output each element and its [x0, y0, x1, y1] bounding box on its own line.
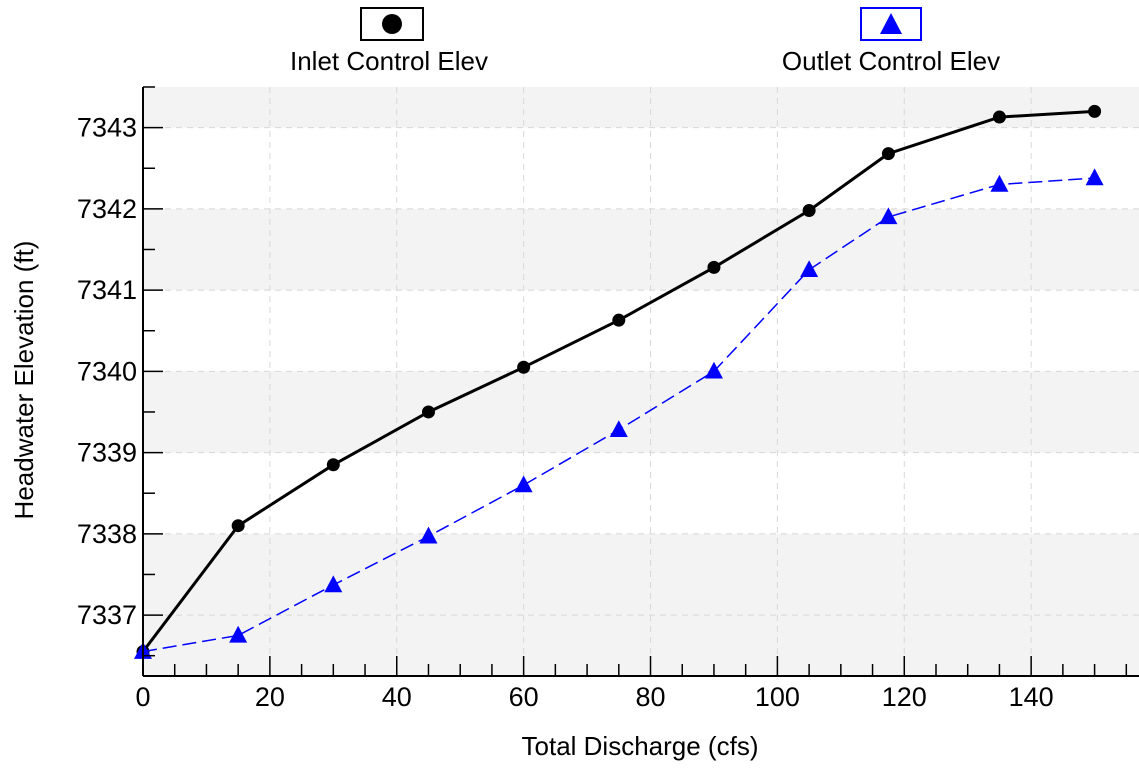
x-tick-label: 140 — [1009, 682, 1054, 712]
data-point — [1085, 168, 1104, 186]
series-0 — [136, 104, 1102, 659]
tick-marks — [142, 86, 1128, 676]
data-point — [609, 420, 628, 438]
plot-band — [143, 533, 1139, 616]
data-point — [612, 313, 626, 327]
x-tick-label: 100 — [755, 682, 800, 712]
plot-background — [143, 87, 1139, 676]
data-point — [514, 475, 533, 493]
data-point — [231, 519, 245, 533]
data-point — [517, 360, 531, 374]
data-point — [802, 203, 816, 217]
plot-band — [143, 87, 1139, 128]
plot-band — [143, 371, 1139, 453]
data-point — [324, 575, 343, 593]
data-point — [707, 260, 721, 274]
x-tick-label: 0 — [135, 682, 150, 712]
y-tick-label: 7338 — [77, 519, 137, 549]
legend-label-outlet: Outlet Control Elev — [782, 46, 1000, 76]
data-point — [326, 458, 340, 472]
data-point — [421, 405, 435, 419]
legend-item-outlet: Outlet Control Elev — [782, 7, 1000, 76]
data-point — [229, 625, 248, 643]
y-tick-label: 7342 — [77, 194, 137, 224]
data-point — [419, 526, 438, 544]
data-point — [800, 260, 819, 277]
data-point — [1088, 104, 1102, 118]
x-tick-label: 40 — [382, 682, 412, 712]
y-tick-labels: 7337 7338 7339 7340 7341 7342 7343 — [77, 113, 137, 630]
legend: Inlet Control Elev Outlet Control Elev — [290, 7, 1000, 76]
data-point — [881, 147, 895, 161]
x-tick-labels: 0 20 40 60 80 100 120 140 — [135, 682, 1053, 712]
y-tick-label: 7341 — [77, 275, 137, 305]
y-axis-title: Headwater Elevation (ft) — [9, 241, 39, 520]
y-tick-label: 7343 — [77, 113, 137, 143]
data-point — [704, 361, 723, 379]
x-tick-label: 20 — [255, 682, 285, 712]
axes — [142, 87, 1139, 677]
legend-marker-triangle-icon — [880, 13, 902, 34]
data-point — [992, 110, 1006, 124]
legend-marker-circle-icon — [382, 14, 402, 34]
x-tick-label: 80 — [635, 682, 665, 712]
x-axis-title: Total Discharge (cfs) — [522, 731, 759, 761]
grid-lines — [143, 87, 1139, 676]
data-point — [990, 174, 1009, 192]
y-tick-label: 7340 — [77, 356, 137, 386]
y-tick-label: 7337 — [77, 600, 137, 630]
plot-band — [143, 615, 1139, 676]
y-tick-label: 7339 — [77, 438, 137, 468]
legend-item-inlet: Inlet Control Elev — [290, 7, 488, 76]
x-tick-label: 120 — [882, 682, 927, 712]
series-layer — [134, 104, 1104, 659]
x-tick-label: 60 — [509, 682, 539, 712]
legend-label-inlet: Inlet Control Elev — [290, 46, 488, 76]
data-point — [879, 207, 898, 225]
plot-band — [143, 208, 1139, 291]
